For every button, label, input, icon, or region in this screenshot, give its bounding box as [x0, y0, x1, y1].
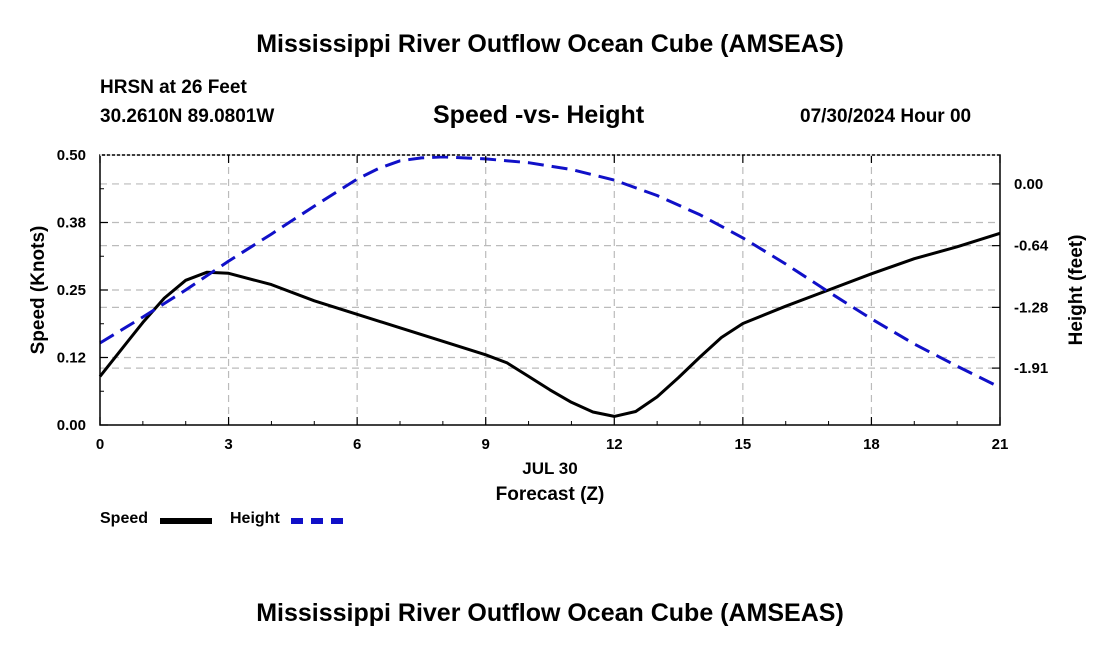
- x-tick-label: 21: [992, 436, 1009, 453]
- chart-title: Mississippi River Outflow Ocean Cube (AM…: [256, 30, 844, 58]
- forecast-datetime: 07/30/2024 Hour 00: [800, 106, 972, 127]
- x-tick-label: 0: [96, 436, 104, 453]
- y-right-tick-label: -0.64: [1014, 238, 1049, 255]
- x-tick-label: 3: [224, 436, 232, 453]
- y-left-tick-label: 0.00: [57, 417, 86, 434]
- x-axis-date-label: JUL 30: [522, 459, 577, 478]
- x-tick-label: 18: [863, 436, 880, 453]
- series-layer: [98, 155, 1001, 418]
- series-speed-line: [98, 231, 1001, 418]
- series-height-line: [99, 155, 1001, 389]
- y-left-tick-label: 0.50: [57, 147, 86, 164]
- y-right-tick-label: 0.00: [1014, 176, 1043, 193]
- station-coordinates: 30.2610N 89.0801W: [100, 106, 275, 127]
- footer-title: Mississippi River Outflow Ocean Cube (AM…: [256, 599, 844, 627]
- y-axis-left-title: Speed (Knots): [28, 226, 49, 355]
- legend-height-label: Height: [230, 510, 280, 527]
- y-right-tick-label: -1.91: [1014, 360, 1048, 377]
- x-tick-label: 15: [735, 436, 752, 453]
- x-tick-label: 6: [353, 436, 361, 453]
- x-tick-label: 9: [482, 436, 490, 453]
- x-tick-label: 12: [606, 436, 623, 453]
- y-left-tick-label: 0.12: [57, 350, 86, 367]
- x-axis-title: Forecast (Z): [496, 484, 605, 505]
- chart-subtitle: Speed -vs- Height: [433, 101, 645, 129]
- y-left-tick-label: 0.25: [57, 282, 86, 299]
- y-axis-right-title: Height (feet): [1066, 235, 1087, 346]
- ticks: 0 3 6 9 12 15 18 21 0.00 0.12 0.25 0.38 0.50 0.00 -0.6…: [57, 147, 1049, 453]
- legend-speed-label: Speed: [100, 510, 149, 527]
- legend-speed-swatch: [160, 518, 212, 524]
- grid: [100, 155, 1000, 425]
- y-right-tick-label: -1.28: [1014, 299, 1048, 316]
- station-label: HRSN at 26 Feet: [100, 77, 247, 98]
- y-left-tick-label: 0.38: [57, 215, 86, 232]
- legend-height-swatch: [291, 518, 343, 524]
